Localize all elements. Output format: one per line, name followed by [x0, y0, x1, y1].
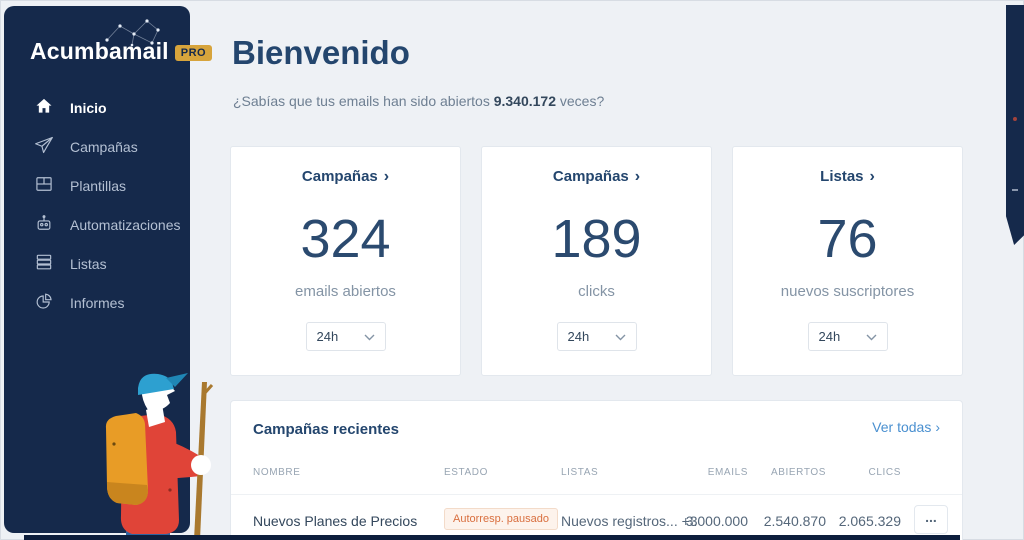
column-header-emails: EMAILS — [707, 467, 748, 478]
column-header-listas: LISTAS — [561, 467, 599, 478]
card-value: 189 — [551, 209, 642, 269]
pro-badge: PRO — [174, 45, 213, 61]
campaign-emails: 3.000.000 — [685, 513, 748, 529]
card-label: nuevos suscriptores — [780, 283, 915, 300]
chevron-right-icon: › — [634, 168, 641, 185]
column-header-clics: CLICS — [868, 467, 901, 478]
right-ribbon-decoration — [1006, 5, 1024, 245]
sidebar-item-inicio[interactable]: Inicio — [4, 88, 190, 127]
sidebar-item-label: Automatizaciones — [70, 216, 181, 233]
chevron-down-icon — [615, 329, 626, 344]
brand-name: Acumbamail — [30, 38, 169, 64]
card-value: 324 — [300, 209, 391, 269]
row-divider — [231, 494, 962, 495]
card-title-link[interactable]: Listas › — [733, 168, 962, 186]
card-title-label: Campañas — [301, 168, 378, 185]
period-select[interactable]: 24h — [807, 322, 888, 351]
period-select[interactable]: 24h — [556, 322, 637, 351]
column-header-estado: ESTADO — [444, 467, 488, 478]
campaign-opens: 2.540.870 — [763, 513, 826, 529]
card-title-label: Campañas — [552, 168, 629, 185]
sidebar-item-label: Campañas — [70, 138, 138, 155]
page-title: Bienvenido — [232, 34, 410, 71]
page-subtitle: ¿Sabías que tus emails han sido abiertos… — [233, 93, 604, 109]
bottom-edge-bar — [24, 535, 960, 540]
hiker-illustration — [105, 373, 214, 540]
template-icon — [34, 174, 54, 197]
sidebar-item-label: Informes — [70, 294, 125, 311]
pie-chart-icon — [34, 291, 54, 314]
period-select[interactable]: 24h — [305, 322, 386, 351]
stat-card-listas-suscriptores: Listas › 76 nuevos suscriptores 24h — [732, 146, 963, 376]
chevron-right-icon: › — [869, 168, 875, 185]
recent-campaigns-panel: Campañas recientes Ver todas › NOMBRE EST… — [230, 400, 963, 540]
campaign-name[interactable]: Nuevos Planes de Precios — [253, 513, 418, 529]
stat-cards: Campañas › 324 emails abiertos 24h Campañ… — [230, 146, 963, 376]
sidebar-item-label: Plantillas — [70, 177, 127, 194]
campaign-clicks: 2.065.329 — [838, 513, 901, 529]
subtitle-text: ¿Sabías que tus emails han sido abiertos — [233, 93, 494, 109]
chevron-down-icon — [364, 329, 375, 344]
sidebar-item-informes[interactable]: Informes — [4, 283, 190, 322]
period-value: 24h — [567, 329, 590, 344]
sidebar-item-plantillas[interactable]: Plantillas — [4, 166, 190, 205]
app-logo[interactable]: Acumbamail PRO — [30, 38, 213, 65]
list-icon — [34, 252, 54, 275]
subtitle-suffix: veces? — [556, 93, 605, 109]
row-menu-button[interactable]: ... — [914, 505, 948, 534]
card-label: clicks — [578, 283, 615, 300]
chevron-down-icon — [866, 329, 877, 344]
paper-plane-icon — [34, 135, 54, 158]
stat-card-campanas-abiertos: Campañas › 324 emails abiertos 24h — [230, 146, 461, 376]
period-value: 24h — [316, 329, 339, 344]
sidebar-item-label: Listas — [70, 255, 107, 272]
column-header-nombre: NOMBRE — [253, 467, 301, 478]
status-badge: Autorresp. pausado — [444, 508, 559, 530]
campaign-lists: Nuevos registros... +3 — [561, 513, 698, 529]
card-label: emails abiertos — [295, 283, 396, 300]
robot-icon — [34, 213, 54, 236]
constellation-graphic — [105, 19, 160, 47]
card-title-link[interactable]: Campañas › — [482, 168, 711, 186]
view-all-label: Ver todas — [872, 419, 932, 435]
sidebar-item-label: Inicio — [70, 99, 107, 116]
ribbon-dash — [1012, 189, 1018, 191]
card-title-link[interactable]: Campañas › — [231, 168, 460, 186]
stat-card-campanas-clicks: Campañas › 189 clicks 24h — [481, 146, 712, 376]
panel-title: Campañas recientes — [253, 421, 399, 438]
chevron-right-icon: › — [383, 168, 390, 185]
sidebar-item-automatizaciones[interactable]: Automatizaciones — [4, 205, 190, 244]
column-header-abiertos: ABIERTOS — [770, 467, 826, 478]
view-all-link[interactable]: Ver todas › — [872, 419, 940, 435]
opens-count: 9.340.172 — [493, 93, 556, 109]
chevron-right-icon: › — [935, 419, 940, 435]
sidebar-menu: Inicio Campañas Plantillas Automatizacio… — [4, 88, 190, 322]
sidebar-item-campanas[interactable]: Campañas — [4, 127, 190, 166]
period-value: 24h — [818, 329, 841, 344]
sidebar: Acumbamail PRO Inicio Campañas Plantillas… — [4, 6, 213, 533]
card-title-label: Listas — [820, 168, 864, 185]
card-value: 76 — [817, 209, 878, 269]
sidebar-item-listas[interactable]: Listas — [4, 244, 190, 283]
home-icon — [34, 96, 54, 119]
ribbon-dot — [1013, 117, 1017, 121]
